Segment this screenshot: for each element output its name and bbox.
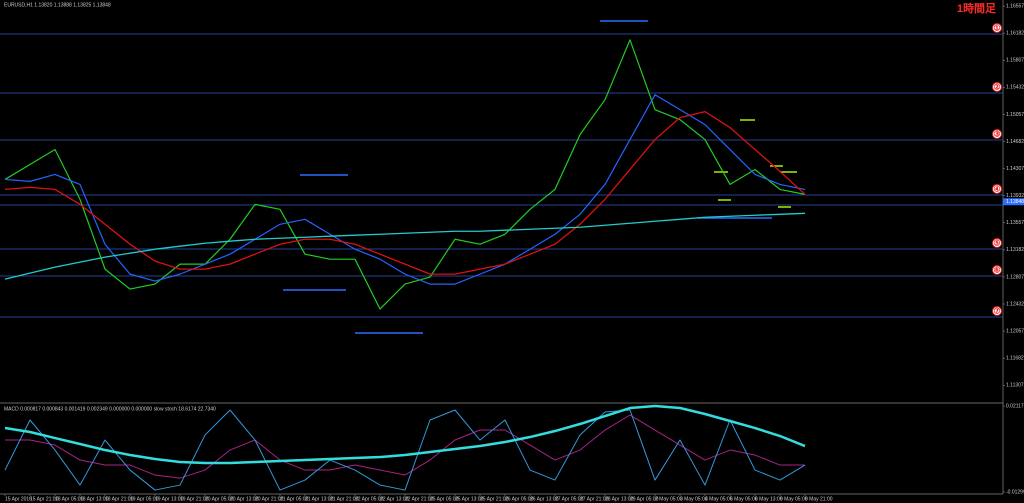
- x-tick-label: 15 Apr 2016: [5, 496, 32, 502]
- x-tick-label: 28 Apr 13:00: [605, 496, 634, 502]
- x-tick-label: 25 Apr 05:00: [430, 496, 459, 502]
- x-tick-label: 22 Apr 13:00: [380, 496, 409, 502]
- x-tick-label: 9 May 21:00: [805, 496, 833, 502]
- x-tick-label: 26 Apr 05:00: [505, 496, 534, 502]
- current-price-box: [1003, 198, 1024, 206]
- x-tick-label: 21 Apr 13:00: [305, 496, 334, 502]
- x-tick-label: 27 Apr 05:00: [555, 496, 584, 502]
- x-tick-label: 26 Apr 13:00: [530, 496, 559, 502]
- zone-marks: [283, 20, 772, 334]
- series-line: [4, 110, 806, 275]
- signal-marks: [714, 119, 797, 208]
- y-tick-label: 1.12057: [1006, 328, 1024, 334]
- level-badge: [992, 183, 1002, 194]
- level-label: ④: [993, 184, 1000, 193]
- x-tick-label: 5 May 05:00: [730, 496, 758, 502]
- level-label: ⑤: [993, 238, 1000, 247]
- y-tick-label: -0.012998: [1006, 489, 1024, 495]
- y-tick-label: 1.13932: [1006, 193, 1024, 199]
- x-tick-label: 27 Apr 21:00: [580, 496, 609, 502]
- level-label: ②: [993, 82, 1000, 91]
- x-tick-label: 25 Apr 21:00: [480, 496, 509, 502]
- x-tick-label: 21 Apr 21:00: [330, 496, 359, 502]
- level-badge: [992, 237, 1002, 248]
- x-tick-label: 19 Apr 05:00: [130, 496, 159, 502]
- y-tick-label: 1.12807: [1006, 274, 1024, 280]
- y-tick-label: 1.14682: [1006, 139, 1024, 145]
- y-tick-label: 1.14307: [1006, 166, 1024, 172]
- x-tick-label: 20 Apr 05:00: [205, 496, 234, 502]
- y-tick-label: 1.13182: [1006, 247, 1024, 253]
- timeframe-label: 1時間足: [957, 1, 997, 15]
- series-line: [4, 94, 806, 285]
- x-tick-label: 22 Apr 05:00: [355, 496, 384, 502]
- x-tick-label: 21 Apr 05:00: [280, 496, 309, 502]
- x-tick-label: 19 Apr 21:00: [180, 496, 209, 502]
- level-badge: [992, 306, 1002, 317]
- y-tick-label: 1.12432: [1006, 301, 1024, 307]
- x-tick-label: 6 May 13:00: [755, 496, 783, 502]
- level-label: ③: [993, 130, 1000, 139]
- x-tick-label: 22 Apr 21:00: [405, 496, 434, 502]
- x-tick-label: 2 May 05:00: [655, 496, 683, 502]
- series-line: [4, 404, 806, 465]
- x-tick-label: 19 Apr 13:00: [155, 496, 184, 502]
- series-line: [4, 409, 806, 491]
- y-tick-label: 1.16557: [1006, 3, 1024, 9]
- level-badge: [992, 129, 1002, 140]
- y-tick-label: 1.13557: [1006, 220, 1024, 226]
- y-tick-label: 1.16182: [1006, 31, 1024, 37]
- y-tick-label: 1.15807: [1006, 58, 1024, 64]
- x-tick-label: 25 Apr 13:00: [455, 496, 484, 502]
- x-tick-label: 29 Apr 05:00: [630, 496, 659, 502]
- series-line: [4, 212, 806, 280]
- x-tick-label: 9 May 05:00: [780, 496, 808, 502]
- y-tick-label: 1.15057: [1006, 112, 1024, 118]
- x-tick-label: 3 May 05:00: [680, 496, 708, 502]
- level-badge: [992, 265, 1002, 275]
- x-tick-label: 18 Apr 05:00: [55, 496, 84, 502]
- panel-title: MACD 0.000817 0.000843 0.001419 0.002349…: [4, 406, 216, 412]
- x-tick-label: 18 Apr 13:00: [80, 496, 109, 502]
- series-line: [5, 414, 805, 479]
- y-tick-label: 1.11682: [1006, 356, 1024, 362]
- x-tick-label: 20 Apr 13:00: [230, 496, 259, 502]
- chart-title: EURUSD,H1 1.13820 1.13888 1.13825 1.1384…: [4, 2, 111, 8]
- x-tick-label: 4 May 05:00: [705, 496, 733, 502]
- level-badge: [992, 22, 1002, 33]
- x-tick-label: 20 Apr 21:00: [255, 496, 284, 502]
- y-tick-label: 0.021179: [1006, 403, 1024, 409]
- x-tick-label: 18 Apr 21:00: [105, 496, 134, 502]
- y-tick-label: 1.11307: [1006, 383, 1024, 389]
- level-badge: [992, 81, 1002, 92]
- level-label: ⑦: [993, 307, 1000, 316]
- current-price-label: 1.13848: [1006, 199, 1024, 205]
- level-label: ⑥: [993, 266, 1000, 275]
- x-tick-label: 15 Apr 21:00: [30, 496, 59, 502]
- level-label: ①: [993, 23, 1000, 32]
- y-tick-label: 1.15432: [1006, 85, 1024, 91]
- series-line: [4, 39, 806, 310]
